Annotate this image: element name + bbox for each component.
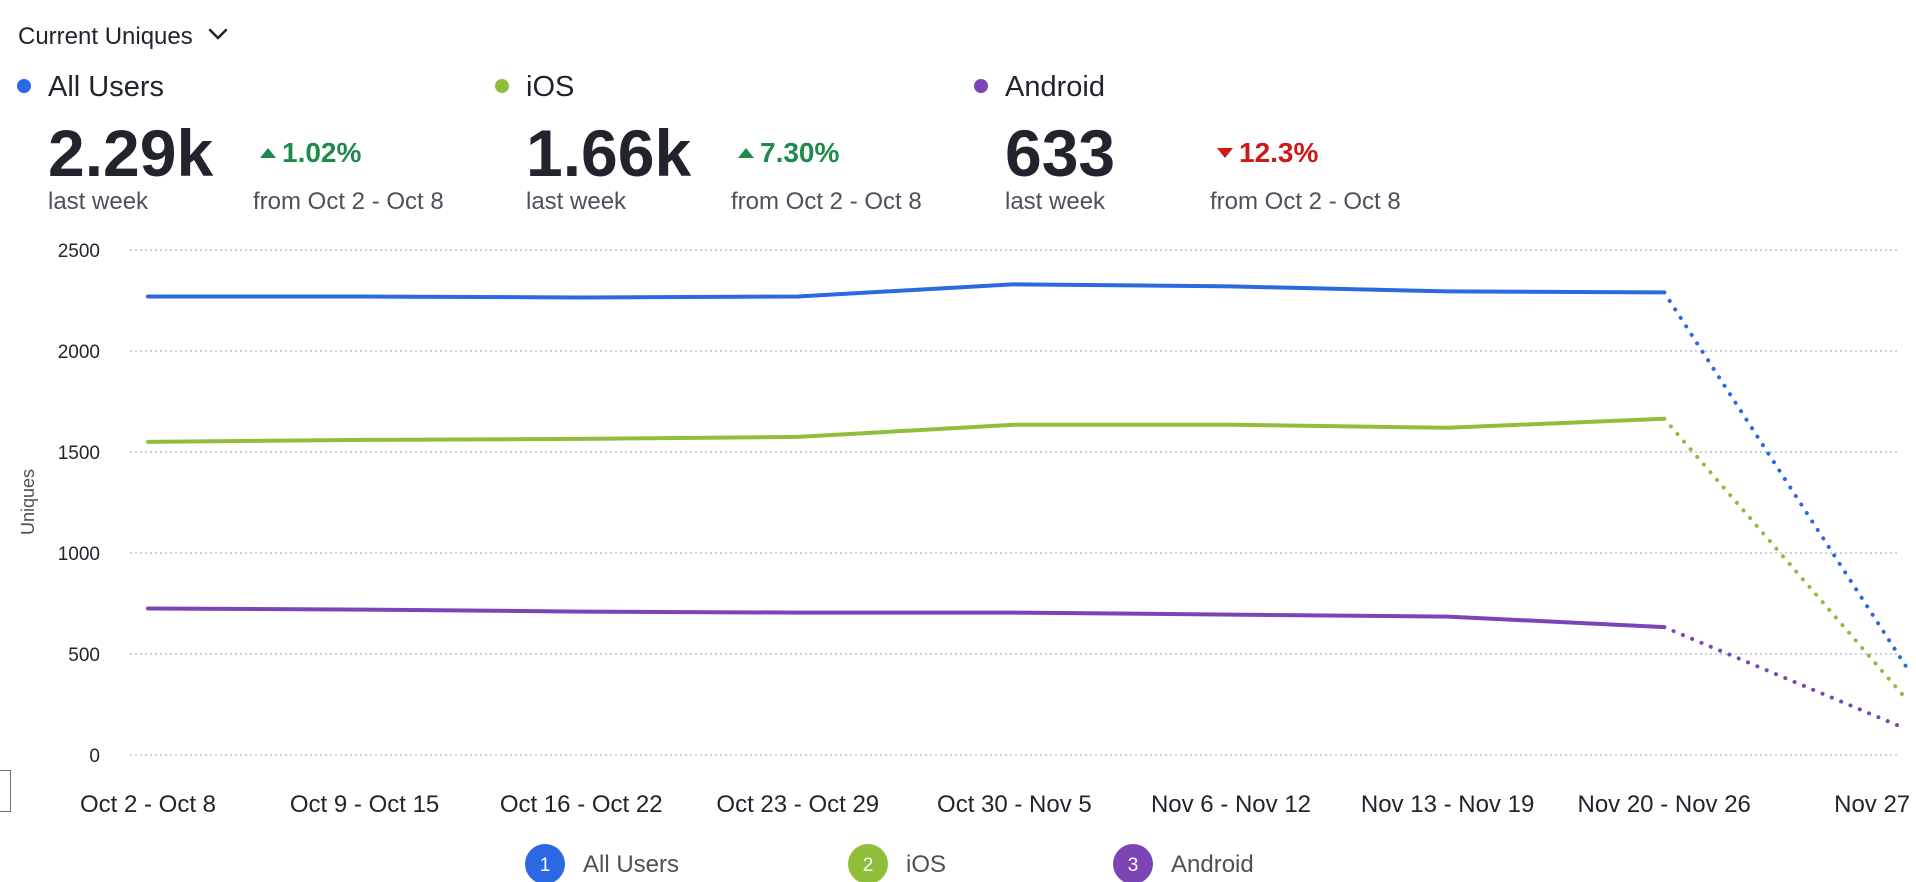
series-line[interactable] bbox=[146, 606, 1667, 630]
series-projection-line[interactable] bbox=[1662, 416, 1908, 701]
x-tick-label: Nov 20 - Nov 26 bbox=[1577, 791, 1750, 818]
card-change: 1.02% bbox=[282, 137, 361, 168]
card-change: 7.30% bbox=[760, 137, 839, 168]
card-period: last week bbox=[48, 188, 149, 215]
trend-up-icon bbox=[738, 148, 754, 158]
x-tick-label: Oct 9 - Oct 15 bbox=[290, 791, 439, 818]
x-tick-label: Oct 30 - Nov 5 bbox=[937, 791, 1092, 818]
series-dot-icon bbox=[974, 79, 988, 93]
series-all-users bbox=[146, 282, 1908, 669]
card-comparison: from Oct 2 - Oct 8 bbox=[1210, 188, 1401, 215]
legend-label: iOS bbox=[906, 851, 946, 878]
card-period: last week bbox=[526, 188, 627, 215]
x-tick-label: Nov 27 - ... bbox=[1834, 791, 1916, 818]
legend-label: All Users bbox=[583, 851, 679, 878]
legend-label: Android bbox=[1171, 851, 1254, 878]
chevron-down-icon bbox=[208, 28, 228, 40]
series-dot-icon bbox=[495, 79, 509, 93]
legend-badge-number: 1 bbox=[540, 855, 551, 876]
x-tick-label: Oct 2 - Oct 8 bbox=[80, 791, 216, 818]
y-tick-label: 2500 bbox=[58, 241, 100, 262]
card-value: 2.29k bbox=[48, 116, 213, 190]
card-value: 1.66k bbox=[526, 116, 691, 190]
trend-up-icon bbox=[260, 148, 276, 158]
card-series-name: Android bbox=[1005, 71, 1105, 103]
card-comparison: from Oct 2 - Oct 8 bbox=[253, 188, 444, 215]
x-tick-label: Oct 23 - Oct 29 bbox=[716, 791, 879, 818]
x-tick-label: Oct 16 - Oct 22 bbox=[500, 791, 663, 818]
series-projection-line[interactable] bbox=[1662, 290, 1908, 669]
legend-badge-icon bbox=[848, 844, 888, 882]
legend-item[interactable]: 3 Android bbox=[1113, 844, 1254, 882]
series-line[interactable] bbox=[146, 416, 1667, 444]
series-android bbox=[146, 606, 1908, 731]
legend-item[interactable]: 1 All Users bbox=[525, 844, 679, 882]
legend-badge-icon bbox=[525, 844, 565, 882]
series-projection-line[interactable] bbox=[1662, 625, 1908, 731]
metric-selector-label: Current Uniques bbox=[18, 23, 193, 50]
card-comparison: from Oct 2 - Oct 8 bbox=[731, 188, 922, 215]
y-axis-title: Uniques bbox=[18, 469, 38, 535]
card-series-name: All Users bbox=[48, 71, 164, 103]
y-tick-label: 0 bbox=[89, 746, 100, 767]
series-dot-icon bbox=[17, 79, 31, 93]
card-series-name: iOS bbox=[526, 71, 574, 103]
y-tick-label: 1500 bbox=[58, 443, 100, 464]
y-tick-label: 2000 bbox=[58, 342, 100, 363]
y-tick-label: 1000 bbox=[58, 544, 100, 565]
x-tick-label: Nov 6 - Nov 12 bbox=[1151, 791, 1311, 818]
card-change: 12.3% bbox=[1239, 137, 1318, 168]
series-line[interactable] bbox=[146, 282, 1667, 300]
x-tick-label: Nov 13 - Nov 19 bbox=[1361, 791, 1534, 818]
legend-badge-number: 2 bbox=[863, 855, 874, 876]
card-period: last week bbox=[1005, 188, 1106, 215]
legend-badge-number: 3 bbox=[1128, 855, 1139, 876]
trend-down-icon bbox=[1217, 148, 1233, 158]
y-tick-label: 500 bbox=[68, 645, 100, 666]
card-value: 633 bbox=[1005, 116, 1115, 190]
series-ios bbox=[146, 416, 1908, 701]
legend-badge-icon bbox=[1113, 844, 1153, 882]
legend-item[interactable]: 2 iOS bbox=[848, 844, 946, 882]
left-edge-control[interactable] bbox=[0, 770, 11, 812]
metric-selector[interactable]: Current Uniques bbox=[18, 23, 228, 50]
